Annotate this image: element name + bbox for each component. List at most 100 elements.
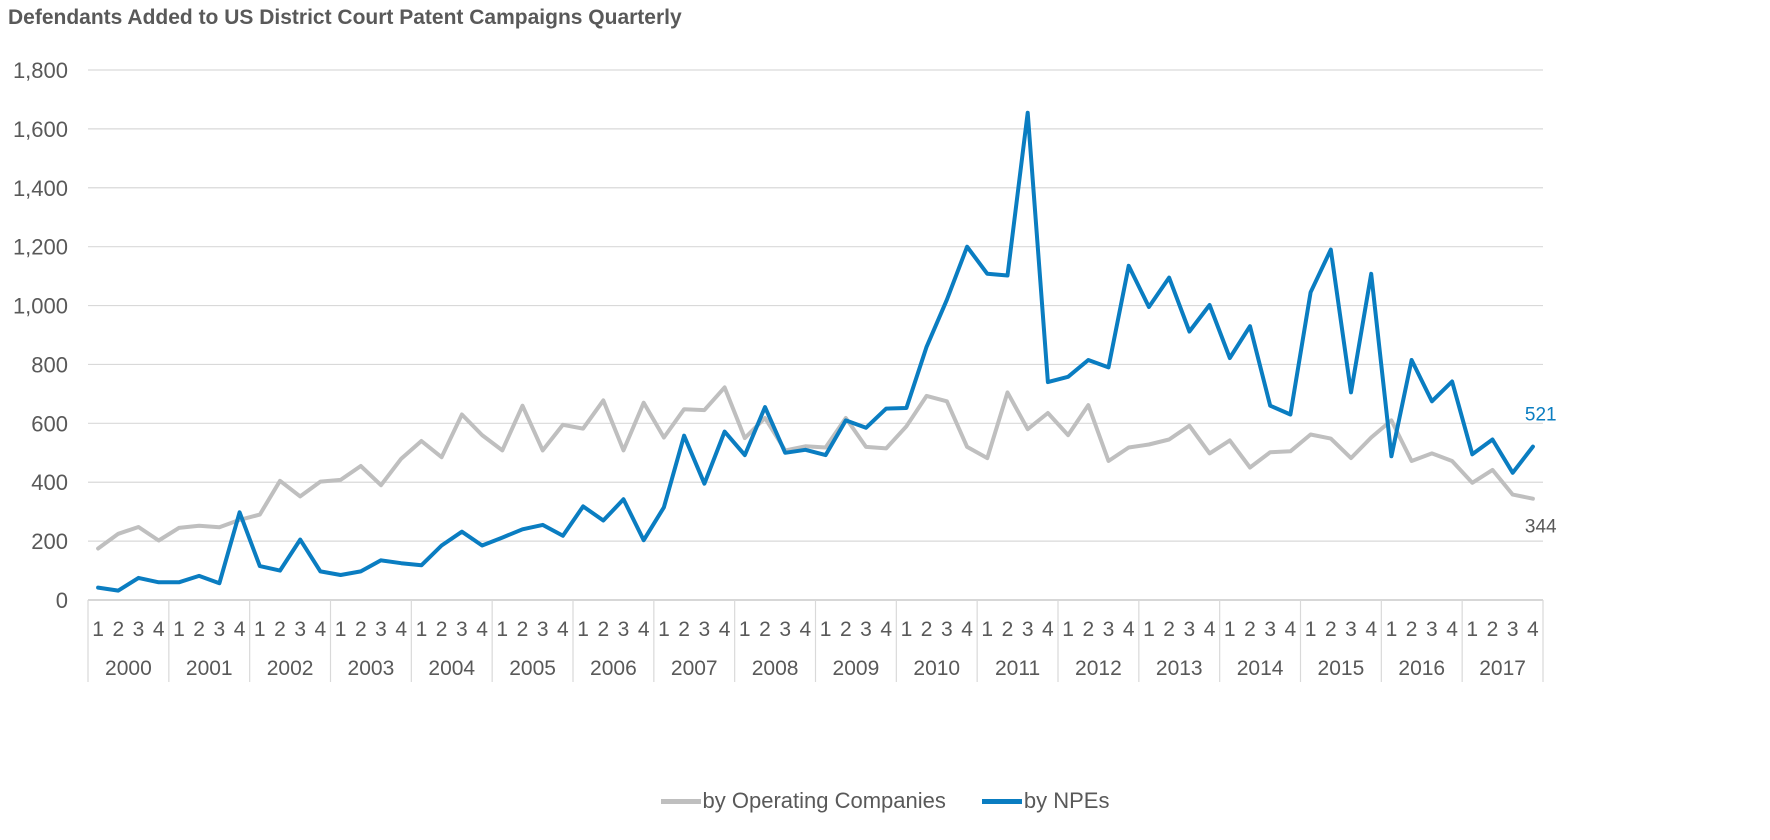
quarter-label: 4 <box>1365 618 1377 641</box>
year-label: 2001 <box>186 657 233 680</box>
y-tick-label: 200 <box>31 529 68 554</box>
year-label: 2009 <box>833 657 880 680</box>
data-label-by-operating-companies: 344 <box>1525 517 1557 538</box>
y-tick-label: 1,400 <box>13 176 68 201</box>
quarter-label: 4 <box>476 618 488 641</box>
year-label: 2012 <box>1075 657 1122 680</box>
quarter-label: 2 <box>597 618 609 641</box>
quarter-label: 3 <box>456 618 468 641</box>
year-label: 2006 <box>590 657 637 680</box>
quarter-label: 4 <box>1042 618 1054 641</box>
quarter-label: 1 <box>901 618 913 641</box>
gridlines <box>88 70 1543 600</box>
quarter-label: 1 <box>92 618 104 641</box>
y-tick-label: 600 <box>31 411 68 436</box>
quarter-label: 3 <box>133 618 145 641</box>
quarter-label: 3 <box>618 618 630 641</box>
legend-label-npes: by NPEs <box>1024 788 1110 814</box>
quarter-label: 4 <box>638 618 650 641</box>
end-labels: 344 521 <box>1525 405 1557 538</box>
quarter-label: 3 <box>1184 618 1196 641</box>
quarter-label: 3 <box>1264 618 1276 641</box>
quarter-label: 3 <box>699 618 711 641</box>
legend-item-npes[interactable]: by NPEs <box>982 788 1110 814</box>
quarter-label: 1 <box>981 618 993 641</box>
quarter-label: 2 <box>1163 618 1175 641</box>
quarter-label: 2 <box>355 618 367 641</box>
quarter-label: 1 <box>496 618 508 641</box>
quarter-label: 4 <box>315 618 327 641</box>
quarter-label: 3 <box>779 618 791 641</box>
quarter-label: 4 <box>234 618 246 641</box>
quarter-label: 3 <box>214 618 226 641</box>
quarter-label: 4 <box>1446 618 1458 641</box>
quarter-label: 4 <box>395 618 407 641</box>
year-label: 2015 <box>1318 657 1365 680</box>
series-line-by-npes <box>98 113 1533 591</box>
quarter-label: 4 <box>880 618 892 641</box>
quarter-label: 2 <box>678 618 690 641</box>
year-label: 2011 <box>995 657 1040 680</box>
y-tick-label: 800 <box>31 352 68 377</box>
legend-item-operating-companies[interactable]: by Operating Companies <box>661 788 946 814</box>
y-tick-label: 1,200 <box>13 235 68 260</box>
quarter-label: 2 <box>759 618 771 641</box>
quarter-label: 1 <box>1386 618 1398 641</box>
quarter-label: 3 <box>537 618 549 641</box>
quarter-label: 3 <box>1507 618 1519 641</box>
quarter-label: 2 <box>193 618 205 641</box>
x-axis: 1234123412341234123412341234123412341234… <box>88 600 1543 682</box>
year-label: 2008 <box>752 657 799 680</box>
quarter-label: 2 <box>840 618 852 641</box>
year-label: 2003 <box>348 657 395 680</box>
quarter-label: 2 <box>436 618 448 641</box>
quarter-label: 1 <box>173 618 185 641</box>
quarter-label: 1 <box>1143 618 1155 641</box>
legend-swatch-operating-companies <box>661 799 701 804</box>
year-label: 2000 <box>105 657 152 680</box>
series-line-by-operating-companies <box>98 387 1533 548</box>
quarter-label: 2 <box>1002 618 1014 641</box>
y-axis-labels: 0 200 400 600 800 1,000 1,200 1,400 1,600 1,800 <box>13 58 68 613</box>
quarter-label: 4 <box>961 618 973 641</box>
quarter-label: 1 <box>1062 618 1074 641</box>
quarter-label: 1 <box>416 618 428 641</box>
quarter-label: 3 <box>1103 618 1115 641</box>
quarter-label: 2 <box>274 618 286 641</box>
legend: by Operating Companies by NPEs <box>0 788 1770 814</box>
quarter-label: 2 <box>1082 618 1094 641</box>
quarter-label: 3 <box>860 618 872 641</box>
legend-label-operating-companies: by Operating Companies <box>703 788 946 814</box>
data-label-by-npes: 521 <box>1525 405 1557 426</box>
quarter-label: 4 <box>153 618 165 641</box>
quarter-label: 1 <box>1224 618 1236 641</box>
quarter-label: 4 <box>1204 618 1216 641</box>
quarter-label: 4 <box>1285 618 1297 641</box>
quarter-label: 1 <box>335 618 347 641</box>
y-tick-label: 400 <box>31 470 68 495</box>
quarter-label: 1 <box>1305 618 1317 641</box>
quarter-label: 1 <box>577 618 589 641</box>
y-tick-label: 1,600 <box>13 117 68 142</box>
quarter-label: 1 <box>820 618 832 641</box>
year-label: 2002 <box>267 657 314 680</box>
year-label: 2010 <box>913 657 960 680</box>
legend-swatch-npes <box>982 799 1022 804</box>
quarter-label: 4 <box>557 618 569 641</box>
quarter-label: 3 <box>941 618 953 641</box>
year-label: 2014 <box>1237 657 1284 680</box>
quarter-label: 2 <box>1244 618 1256 641</box>
quarter-label: 4 <box>1123 618 1135 641</box>
y-tick-label: 1,000 <box>13 294 68 319</box>
year-label: 2005 <box>509 657 556 680</box>
quarter-label: 3 <box>1022 618 1034 641</box>
quarter-label: 2 <box>112 618 124 641</box>
y-tick-label: 0 <box>56 588 68 613</box>
y-tick-label: 1,800 <box>13 58 68 83</box>
quarter-label: 1 <box>254 618 266 641</box>
quarter-label: 2 <box>1487 618 1499 641</box>
year-label: 2004 <box>428 657 475 680</box>
series-lines <box>98 113 1533 591</box>
quarter-label: 3 <box>1426 618 1438 641</box>
